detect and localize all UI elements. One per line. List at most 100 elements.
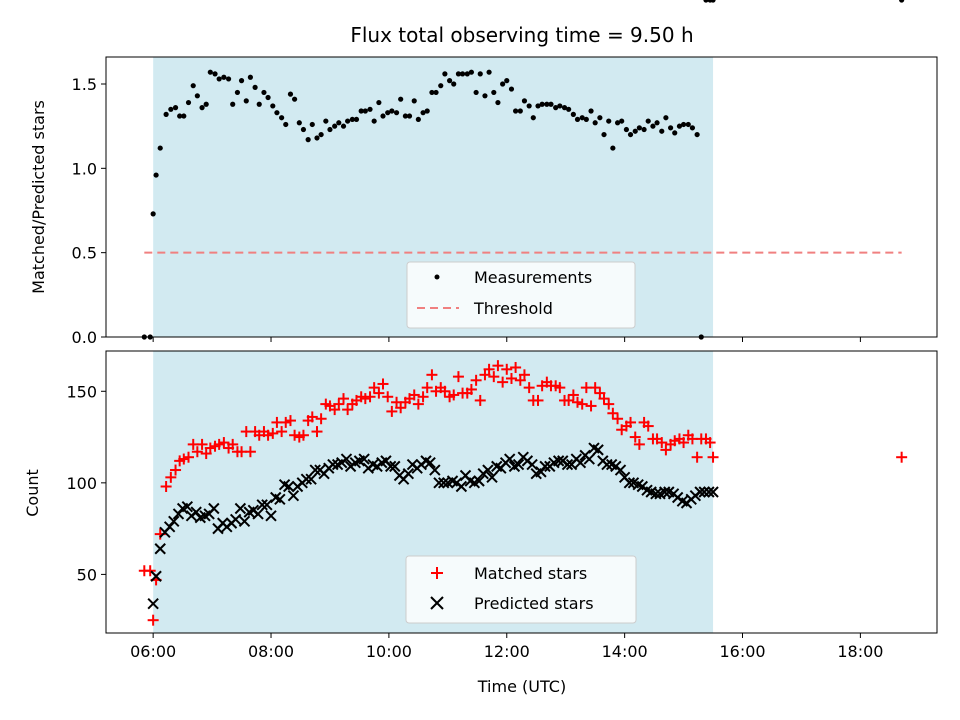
predicted-star-point bbox=[234, 502, 247, 515]
predicted-star-point bbox=[455, 480, 468, 493]
matched-star-point bbox=[625, 416, 637, 428]
matched-star-point bbox=[382, 391, 394, 403]
matched-star-point bbox=[474, 394, 486, 406]
matched-star-point bbox=[204, 442, 216, 454]
measurement-point bbox=[482, 93, 488, 99]
measurement-point bbox=[270, 103, 276, 109]
predicted-star-point bbox=[433, 477, 445, 489]
measurement-point bbox=[597, 115, 603, 121]
measurement-point bbox=[521, 98, 528, 104]
predicted-star-point bbox=[154, 543, 166, 555]
predicted-stars-points bbox=[147, 442, 719, 610]
matched-star-point bbox=[576, 398, 588, 410]
measurement-point bbox=[252, 84, 258, 90]
measurement-point bbox=[265, 94, 271, 101]
x-tick-label: 18:00 bbox=[837, 642, 883, 661]
matched-stars-points bbox=[138, 360, 908, 626]
legend-matched-marker bbox=[431, 567, 443, 579]
measurement-point bbox=[663, 115, 669, 121]
y-tick-label: 100 bbox=[66, 474, 97, 493]
measurement-point bbox=[508, 86, 515, 92]
measurement-point bbox=[610, 145, 616, 151]
measurement-point bbox=[358, 108, 364, 114]
measurement-point bbox=[654, 120, 660, 126]
measurement-point bbox=[153, 172, 159, 178]
matched-star-point bbox=[603, 398, 615, 410]
matched-star-point bbox=[505, 372, 517, 384]
matched-star-point bbox=[333, 398, 345, 410]
measurement-point bbox=[614, 120, 621, 126]
measurement-point bbox=[504, 78, 510, 84]
matched-star-point bbox=[368, 382, 380, 394]
predicted-star-point bbox=[229, 513, 242, 526]
matched-star-point bbox=[342, 404, 354, 416]
measurement-point bbox=[464, 71, 470, 77]
matched-star-point bbox=[338, 393, 350, 405]
y-tick-label: 0.5 bbox=[72, 244, 97, 263]
measurement-point bbox=[185, 99, 192, 106]
matched-star-point bbox=[642, 420, 654, 432]
matched-star-point bbox=[518, 369, 530, 381]
predicted-star-point bbox=[583, 453, 595, 465]
measurement-point bbox=[694, 131, 700, 138]
measurement-point bbox=[393, 110, 400, 116]
measurement-point bbox=[362, 108, 368, 114]
measurement-point bbox=[548, 101, 554, 107]
measurement-point bbox=[632, 128, 638, 134]
matched-star-point bbox=[465, 383, 477, 395]
x-tick-label: 16:00 bbox=[719, 642, 765, 661]
measurement-point bbox=[177, 113, 183, 119]
predicted-star-point bbox=[402, 467, 415, 480]
measurement-point bbox=[473, 89, 479, 96]
matched-star-point bbox=[144, 565, 156, 577]
matched-star-point bbox=[532, 394, 544, 406]
predicted-star-point bbox=[592, 444, 604, 456]
y-tick-label: 1.0 bbox=[72, 159, 97, 178]
matched-star-point bbox=[896, 451, 908, 463]
measurement-point bbox=[636, 125, 642, 131]
predicted-star-point bbox=[614, 464, 627, 476]
predicted-star-point bbox=[261, 499, 273, 511]
predicted-star-point bbox=[358, 453, 370, 465]
measurement-point bbox=[530, 115, 536, 121]
matched-star-point bbox=[633, 438, 645, 450]
measurement-point bbox=[336, 120, 342, 126]
measurement-point bbox=[429, 89, 435, 96]
measurement-point bbox=[650, 123, 656, 129]
predicted-star-point bbox=[703, 486, 715, 498]
matched-star-point bbox=[571, 396, 583, 408]
measurement-point bbox=[376, 99, 382, 106]
measurement-point bbox=[420, 110, 426, 116]
matched-star-point bbox=[297, 429, 309, 441]
measurement-point bbox=[570, 111, 576, 117]
matched-star-point bbox=[408, 389, 420, 401]
measurement-point bbox=[411, 98, 417, 104]
measurement-point bbox=[446, 78, 453, 84]
matched-star-point bbox=[160, 481, 172, 493]
matched-star-point bbox=[492, 360, 504, 372]
measurement-point bbox=[305, 137, 311, 143]
matched-star-point bbox=[483, 363, 495, 375]
measurement-point bbox=[680, 121, 687, 128]
predicted-star-point bbox=[694, 486, 706, 498]
matched-star-point bbox=[678, 437, 690, 449]
measurement-point bbox=[323, 118, 329, 124]
matched-star-point bbox=[589, 382, 601, 394]
matched-star-point bbox=[585, 400, 597, 412]
predicted-star-point bbox=[486, 471, 498, 484]
measurement-point bbox=[398, 96, 404, 102]
predicted-star-point bbox=[287, 489, 300, 502]
measurement-point bbox=[216, 76, 222, 82]
matched-star-point bbox=[412, 398, 424, 410]
top-y-ticks: 0.0 0.5 1.0 1.5 bbox=[72, 75, 106, 347]
predicted-star-point bbox=[504, 453, 516, 465]
measurement-point bbox=[588, 108, 594, 114]
predicted-star-point bbox=[274, 493, 286, 506]
measurement-point bbox=[641, 126, 647, 133]
y-tick-label: 0.0 bbox=[72, 328, 97, 347]
y-tick-label: 150 bbox=[66, 382, 97, 401]
bottom-panel: 50 100 150 06:00 08:00 10:00 12:00 14:00 16:00 1… bbox=[23, 350, 938, 696]
matched-star-point bbox=[262, 429, 274, 441]
x-tick-label: 10:00 bbox=[366, 642, 412, 661]
